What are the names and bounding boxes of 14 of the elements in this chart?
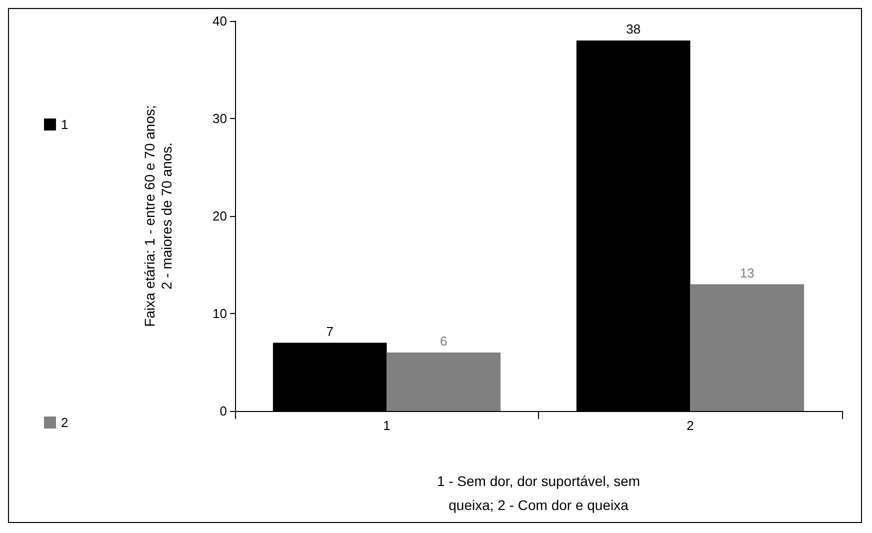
data-label: 6 — [440, 334, 448, 348]
y-tick-label: 10 — [212, 306, 227, 321]
y-tick-label: 0 — [220, 404, 227, 418]
y-tick-label: 40 — [212, 14, 227, 28]
bar — [386, 352, 501, 411]
y-tick-label: 30 — [212, 111, 227, 126]
legend-label: 1 — [61, 117, 68, 132]
bar — [690, 284, 804, 411]
data-label: 13 — [740, 265, 754, 280]
data-label: 38 — [626, 22, 641, 36]
y-axis-title: Faixa etária: 1 - entre 60 e 70 anos; 2 - maiores de 70 anos. — [142, 105, 174, 327]
data-label: 7 — [326, 324, 334, 339]
x-axis-title: 1 - Sem dor, dor suportável, sem queixa; 2 - Com dor e queixa — [436, 473, 640, 513]
y-tick-label: 20 — [212, 208, 227, 224]
